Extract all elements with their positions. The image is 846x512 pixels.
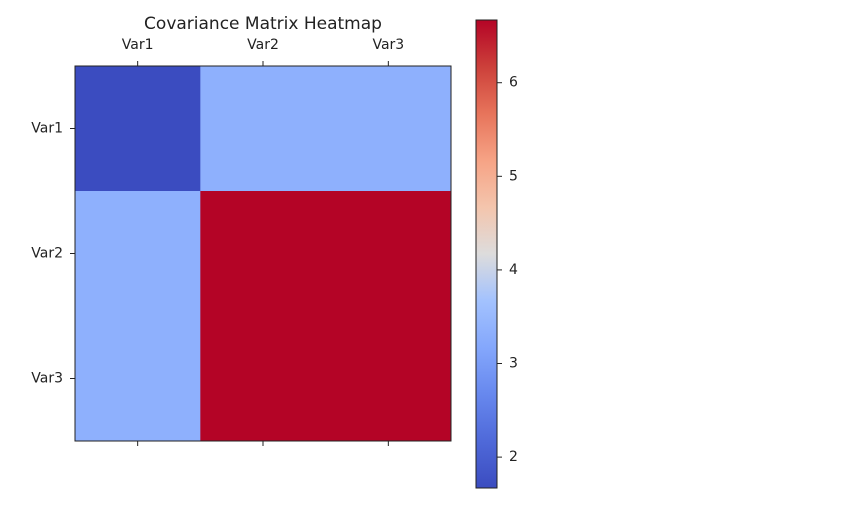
heatmap-cell (75, 191, 201, 317)
heatmap-cell (200, 316, 327, 442)
heatmap-cell (75, 66, 201, 192)
x-tick-label: Var1 (122, 37, 154, 53)
colorbar-tick-label: 5 (509, 168, 518, 184)
y-tick-label: Var1 (31, 121, 63, 137)
heatmap-cell (75, 316, 201, 442)
colorbar (475, 19, 498, 489)
x-tick-label: Var3 (372, 37, 404, 53)
colorbar-tick-label: 6 (509, 75, 518, 91)
heatmap-cell (325, 66, 452, 192)
heatmap-cell (325, 316, 452, 442)
y-tick-label: Var3 (31, 371, 63, 387)
colorbar-tick-label: 2 (509, 449, 518, 465)
heatmap-cell (325, 191, 452, 317)
x-tick-label: Var2 (247, 37, 279, 53)
colorbar-tick-label: 3 (509, 356, 518, 372)
colorbar-tick-label: 4 (509, 262, 518, 278)
heatmap-cell (200, 66, 327, 192)
chart-title: Covariance Matrix Heatmap (144, 14, 382, 34)
heatmap-cell (200, 191, 327, 317)
y-tick-label: Var2 (31, 246, 63, 262)
